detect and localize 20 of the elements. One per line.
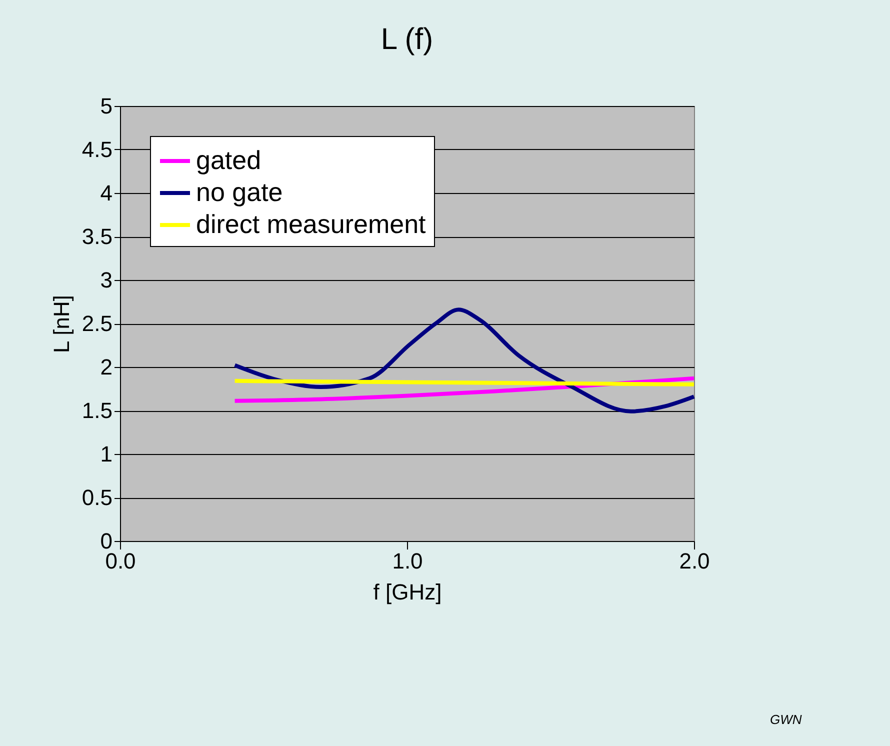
y-tick-label: 3.5	[82, 224, 112, 249]
y-tick-label: 0.5	[82, 485, 112, 510]
y-tick-label: 1.5	[82, 398, 112, 423]
text: GWN	[770, 712, 802, 727]
legend-label: gated	[196, 145, 262, 175]
y-tick-label: 2.5	[82, 311, 112, 336]
x-tick-label: 1.0	[392, 548, 423, 574]
y-tick-label: 3	[100, 268, 112, 292]
y-tick-label: 4	[100, 180, 112, 206]
legend-label: no gate	[196, 177, 283, 207]
chart-title: L (f)	[380, 23, 434, 56]
y-tick-label: 2	[100, 354, 112, 380]
x-tick-label: 2.0	[679, 548, 710, 574]
line-series	[232, 308, 696, 414]
y-tick-label: 1	[100, 442, 112, 466]
y-tick-label: 5	[100, 94, 112, 118]
y-tick-label: 4.5	[82, 137, 112, 162]
y-axis-title: L [nH]	[48, 295, 74, 353]
legend-label: direct measurement	[196, 209, 427, 239]
x-axis-title: f [GHz]	[373, 580, 442, 604]
